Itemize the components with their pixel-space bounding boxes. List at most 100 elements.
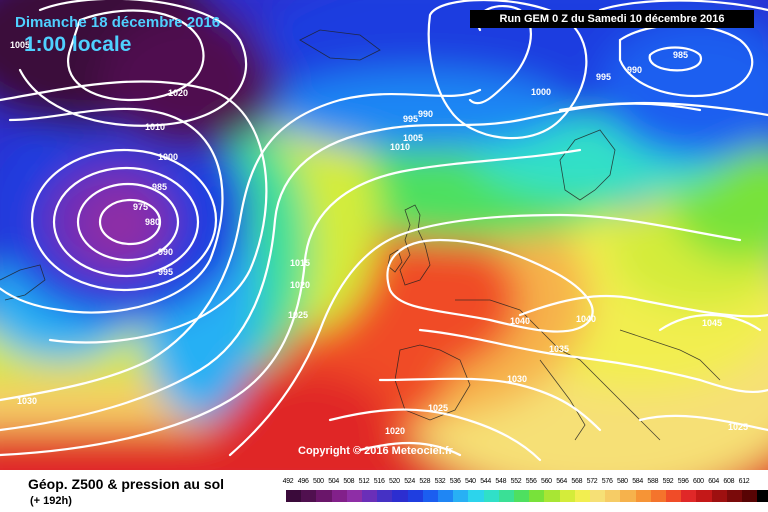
legend-tick-564: 564 (556, 478, 567, 485)
isobar-995-northeast: 995 (596, 72, 611, 82)
legend-tick-576: 576 (601, 478, 613, 485)
legend-tick-516: 516 (373, 478, 385, 485)
legend-tick-496: 496 (297, 478, 309, 485)
legend-tick-608: 608 (723, 478, 735, 485)
legend-tick-548: 548 (495, 478, 507, 485)
legend-swatch (362, 490, 378, 502)
legend-tick-560: 560 (541, 478, 552, 485)
color-scale-legend: 492 496 500 504 508 512 516 520 524 528 532 536 540 5… (282, 474, 768, 504)
legend-tick-500: 500 (313, 478, 324, 485)
legend-swatch (377, 490, 393, 502)
legend-tick-592: 592 (662, 478, 674, 485)
isobar-1000-west: 1000 (158, 152, 178, 162)
isobar-1025-iberia: 1025 (428, 403, 448, 413)
isobar-1035-alps: 1035 (549, 344, 569, 354)
isobar-1010-northsea: 1010 (390, 142, 410, 152)
isobar-1015-atlantic: 1015 (290, 258, 310, 268)
legend-tick-492: 492 (282, 478, 294, 485)
isobar-1005-topleft: 1005 (10, 40, 30, 50)
legend-swatch (346, 490, 363, 502)
legend-swatch (407, 490, 424, 502)
isobar-990-low: 990 (158, 247, 173, 257)
legend-swatch (559, 490, 576, 502)
legend-tick-600: 600 (693, 478, 704, 485)
legend-swatch (529, 490, 545, 502)
legend-swatch (286, 490, 302, 502)
legend-swatch (514, 490, 530, 502)
legend-tick-552: 552 (510, 478, 522, 485)
map-footer: Géop. Z500 & pression au sol (+ 192h) 49… (0, 470, 768, 512)
legend-tick-540: 540 (465, 478, 476, 485)
product-title: Géop. Z500 & pression au sol (28, 476, 225, 492)
copyright-notice: Copyright © 2016 Meteociel.fr (298, 445, 453, 457)
legend-swatch (681, 490, 697, 502)
isobar-1025-atlantic: 1025 (288, 310, 308, 320)
legend-tick-572: 572 (586, 478, 598, 485)
legend-swatch (483, 490, 500, 502)
legend-swatch (438, 490, 454, 502)
isobar-1000-scandinavia: 1000 (531, 87, 551, 97)
forecast-hour: (+ 192h) (30, 495, 72, 507)
legend-swatch (468, 490, 485, 502)
legend-swatch (757, 490, 768, 502)
isobar-990-north: 990 (418, 109, 433, 119)
legend-tick-520: 520 (389, 478, 400, 485)
legend-swatch (301, 490, 317, 502)
legend-tick-604: 604 (708, 478, 719, 485)
legend-swatch (605, 490, 621, 502)
legend-swatch (650, 490, 667, 502)
isobar-1030-mediterranean: 1030 (507, 374, 527, 384)
legend-swatch (635, 490, 652, 502)
legend-swatch (590, 490, 606, 502)
isobar-975-low: 975 (133, 202, 148, 212)
isobar-980-low: 980 (145, 217, 160, 227)
legend-tick-584: 584 (632, 478, 643, 485)
legend-swatch (742, 490, 758, 502)
model-run-info: Run GEM 0 Z du Samedi 10 décembre 2016 (470, 10, 754, 28)
legend-tick-596: 596 (677, 478, 689, 485)
isobar-1025-southeast: 1025 (728, 422, 748, 432)
legend-swatch (696, 490, 713, 502)
legend-tick-524: 524 (404, 478, 415, 485)
legend-swatch (574, 490, 591, 502)
isobar-1010-north: 1010 (145, 122, 165, 132)
legend-swatch (666, 490, 682, 502)
isobar-1040-centre: 1040 (510, 316, 530, 326)
isobar-995-north: 995 (403, 114, 418, 124)
legend-tick-612: 612 (738, 478, 750, 485)
legend-swatch (392, 490, 409, 502)
isobar-1020-africa: 1020 (385, 426, 405, 436)
legend-tick-544: 544 (480, 478, 491, 485)
legend-tick-504: 504 (328, 478, 339, 485)
valid-time: 1:00 locale (24, 33, 132, 56)
legend-tick-568: 568 (571, 478, 583, 485)
legend-swatch (711, 490, 728, 502)
legend-tick-580: 580 (617, 478, 628, 485)
isobar-985-low: 985 (152, 182, 167, 192)
isobars (0, 0, 768, 460)
isobar-1030-southwest: 1030 (17, 396, 37, 406)
legend-swatch (726, 490, 743, 502)
geopotential-map: 1005102010101000985975980990995101510201… (0, 0, 768, 470)
isobar-1020-atlantic: 1020 (290, 280, 310, 290)
valid-date: Dimanche 18 décembre 2016 (15, 14, 221, 31)
legend-swatch (316, 490, 333, 502)
legend-tick-512: 512 (358, 478, 370, 485)
isobar-995-low: 995 (158, 267, 173, 277)
legend-tick-556: 556 (525, 478, 537, 485)
isobar-985-northeast: 985 (673, 50, 688, 60)
legend-tick-528: 528 (419, 478, 431, 485)
legend-swatch (498, 490, 515, 502)
isobar-1040-east: 1040 (576, 314, 596, 324)
isobar-1045-russia: 1045 (702, 318, 722, 328)
isobar-1005-north: 1005 (403, 133, 423, 143)
legend-swatch (331, 490, 348, 502)
legend-swatch (422, 490, 439, 502)
isobar-labels: 1005102010101000985975980990995101510201… (10, 40, 748, 436)
legend-tick-588: 588 (647, 478, 659, 485)
isobar-1020-north: 1020 (168, 88, 188, 98)
legend-tick-508: 508 (343, 478, 355, 485)
legend-tick-532: 532 (434, 478, 446, 485)
legend-swatch (453, 490, 469, 502)
